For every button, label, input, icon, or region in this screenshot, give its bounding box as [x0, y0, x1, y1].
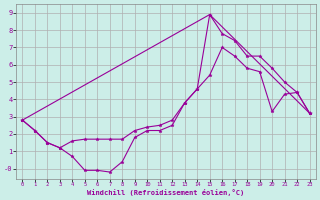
X-axis label: Windchill (Refroidissement éolien,°C): Windchill (Refroidissement éolien,°C): [87, 189, 244, 196]
